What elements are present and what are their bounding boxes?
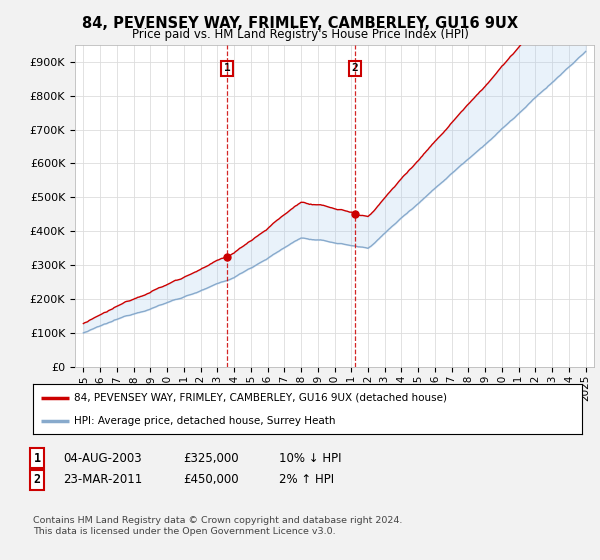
Text: 10% ↓ HPI: 10% ↓ HPI bbox=[279, 451, 341, 465]
Text: 2% ↑ HPI: 2% ↑ HPI bbox=[279, 473, 334, 487]
Text: HPI: Average price, detached house, Surrey Heath: HPI: Average price, detached house, Surr… bbox=[74, 417, 335, 426]
Text: 23-MAR-2011: 23-MAR-2011 bbox=[63, 473, 142, 487]
Text: 84, PEVENSEY WAY, FRIMLEY, CAMBERLEY, GU16 9UX: 84, PEVENSEY WAY, FRIMLEY, CAMBERLEY, GU… bbox=[82, 16, 518, 31]
Text: Contains HM Land Registry data © Crown copyright and database right 2024.
This d: Contains HM Land Registry data © Crown c… bbox=[33, 516, 403, 536]
Text: £450,000: £450,000 bbox=[183, 473, 239, 487]
Text: £325,000: £325,000 bbox=[183, 451, 239, 465]
Text: 2: 2 bbox=[34, 473, 41, 487]
Text: 04-AUG-2003: 04-AUG-2003 bbox=[63, 451, 142, 465]
Text: 2: 2 bbox=[352, 63, 358, 73]
Text: 1: 1 bbox=[224, 63, 230, 73]
Text: Price paid vs. HM Land Registry's House Price Index (HPI): Price paid vs. HM Land Registry's House … bbox=[131, 28, 469, 41]
Text: 84, PEVENSEY WAY, FRIMLEY, CAMBERLEY, GU16 9UX (detached house): 84, PEVENSEY WAY, FRIMLEY, CAMBERLEY, GU… bbox=[74, 393, 447, 403]
Text: 1: 1 bbox=[34, 451, 41, 465]
